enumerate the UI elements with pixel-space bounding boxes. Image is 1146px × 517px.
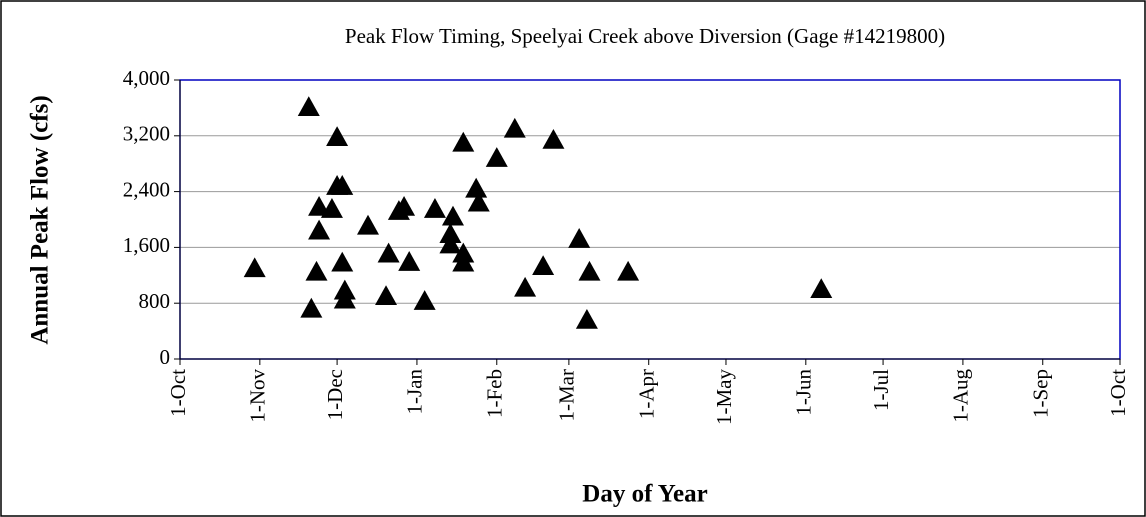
marker bbox=[375, 285, 398, 306]
marker bbox=[532, 255, 555, 276]
marker bbox=[441, 205, 464, 226]
x-tick-label: 1-May bbox=[712, 369, 736, 425]
marker bbox=[331, 251, 354, 272]
marker bbox=[326, 126, 349, 146]
marker bbox=[320, 198, 343, 218]
marker bbox=[568, 228, 591, 248]
marker bbox=[578, 260, 601, 281]
x-tick-label: 1-Jan bbox=[403, 369, 427, 415]
marker bbox=[308, 195, 331, 216]
y-tick-label: 800 bbox=[139, 289, 171, 313]
marker bbox=[243, 257, 266, 278]
y-axis-label: Annual Peak Flow (cfs) bbox=[27, 95, 54, 344]
x-tick-label: 1-Nov bbox=[246, 369, 270, 423]
marker bbox=[465, 177, 488, 198]
x-tick-label: 1-Oct bbox=[1106, 369, 1130, 417]
chart-title: Peak Flow Timing, Speelyai Creek above D… bbox=[345, 24, 945, 48]
marker bbox=[413, 290, 436, 310]
marker bbox=[423, 198, 446, 218]
x-tick-label: 1-Aug bbox=[949, 369, 973, 423]
marker bbox=[542, 128, 565, 149]
marker bbox=[439, 233, 462, 254]
marker bbox=[439, 223, 462, 243]
marker bbox=[617, 260, 640, 281]
marker bbox=[393, 195, 416, 216]
x-tick-label: 1-Apr bbox=[635, 369, 659, 419]
marker bbox=[333, 288, 356, 309]
marker bbox=[575, 308, 598, 329]
y-tick-label: 2,400 bbox=[123, 177, 170, 201]
marker bbox=[357, 214, 379, 235]
marker bbox=[452, 251, 475, 272]
x-tick-label: 1-Sep bbox=[1029, 369, 1053, 418]
marker bbox=[300, 297, 323, 318]
x-tick-label: 1-Mar bbox=[555, 369, 579, 421]
x-tick-label: 1-Oct bbox=[166, 369, 190, 417]
x-tick-label: 1-Dec bbox=[323, 369, 347, 420]
marker bbox=[305, 260, 328, 281]
y-tick-label: 3,200 bbox=[123, 122, 170, 146]
marker bbox=[377, 242, 400, 263]
marker bbox=[331, 175, 354, 195]
x-tick-label: 1-Feb bbox=[483, 369, 507, 418]
marker bbox=[514, 276, 537, 297]
x-tick-label: 1-Jul bbox=[869, 369, 893, 411]
marker bbox=[503, 117, 526, 138]
marker bbox=[452, 131, 475, 152]
marker bbox=[810, 278, 833, 299]
marker bbox=[398, 251, 421, 271]
marker bbox=[308, 219, 331, 240]
marker bbox=[297, 96, 320, 117]
x-axis-label: Day of Year bbox=[582, 481, 707, 508]
marker bbox=[485, 147, 508, 167]
x-tick-label: 1-Jun bbox=[792, 369, 816, 416]
y-tick-label: 1,600 bbox=[123, 233, 170, 257]
y-tick-label: 4,000 bbox=[123, 66, 170, 90]
marker bbox=[467, 191, 490, 212]
y-tick-label: 0 bbox=[160, 345, 171, 369]
